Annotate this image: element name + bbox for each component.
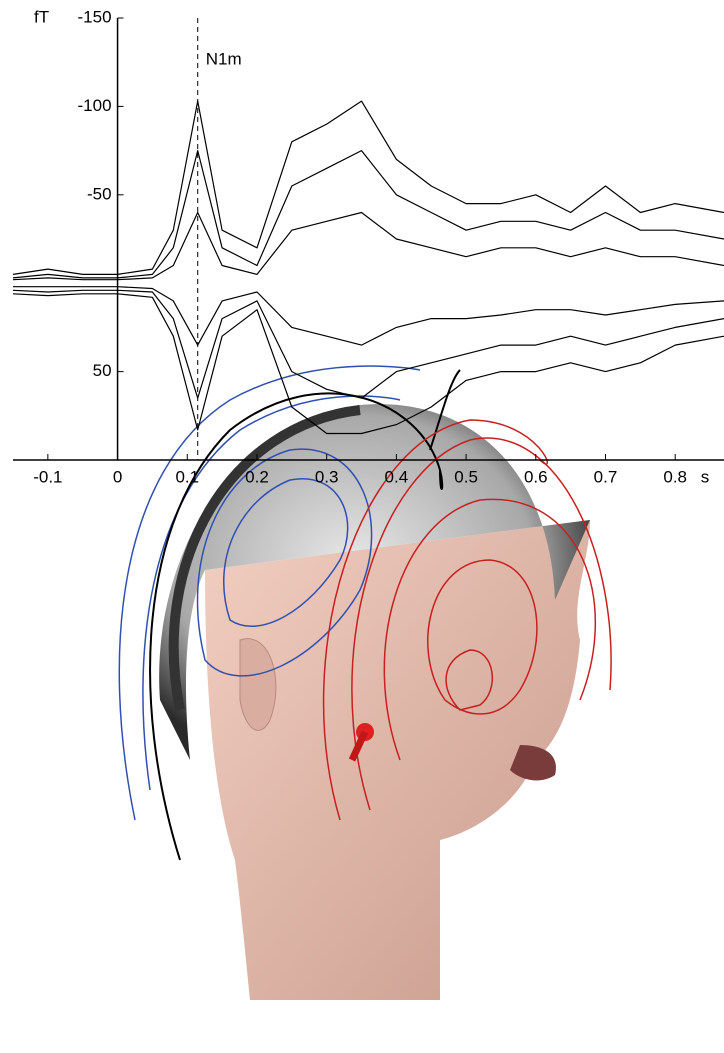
y-tick-label: -100 xyxy=(78,96,112,115)
y-tick-label: -50 xyxy=(87,184,112,203)
x-tick-label: 0 xyxy=(113,467,122,486)
x-tick-label: 0.2 xyxy=(245,467,269,486)
trace xyxy=(12,289,724,399)
x-tick-label: 0.1 xyxy=(175,467,199,486)
y-tick-label: 50 xyxy=(93,361,112,380)
y-tick-label: -150 xyxy=(78,7,112,26)
x-tick-label: 0.4 xyxy=(385,467,409,486)
trace xyxy=(13,286,724,346)
trace xyxy=(12,100,724,275)
x-axis-label: s xyxy=(701,467,710,486)
head-illustration xyxy=(118,365,612,1000)
trace xyxy=(12,293,724,435)
x-tick-label: 0.7 xyxy=(594,467,618,486)
trace xyxy=(12,211,724,281)
x-tick-label: 0.6 xyxy=(524,467,548,486)
annotation: N1m xyxy=(206,49,242,68)
x-tick-label: 0.3 xyxy=(315,467,339,486)
trace xyxy=(12,150,724,279)
x-tick-label: 0.8 xyxy=(663,467,687,486)
x-tick-label: -0.1 xyxy=(33,467,62,486)
y-axis-label: fT xyxy=(34,7,49,26)
x-tick-label: 0.5 xyxy=(454,467,478,486)
